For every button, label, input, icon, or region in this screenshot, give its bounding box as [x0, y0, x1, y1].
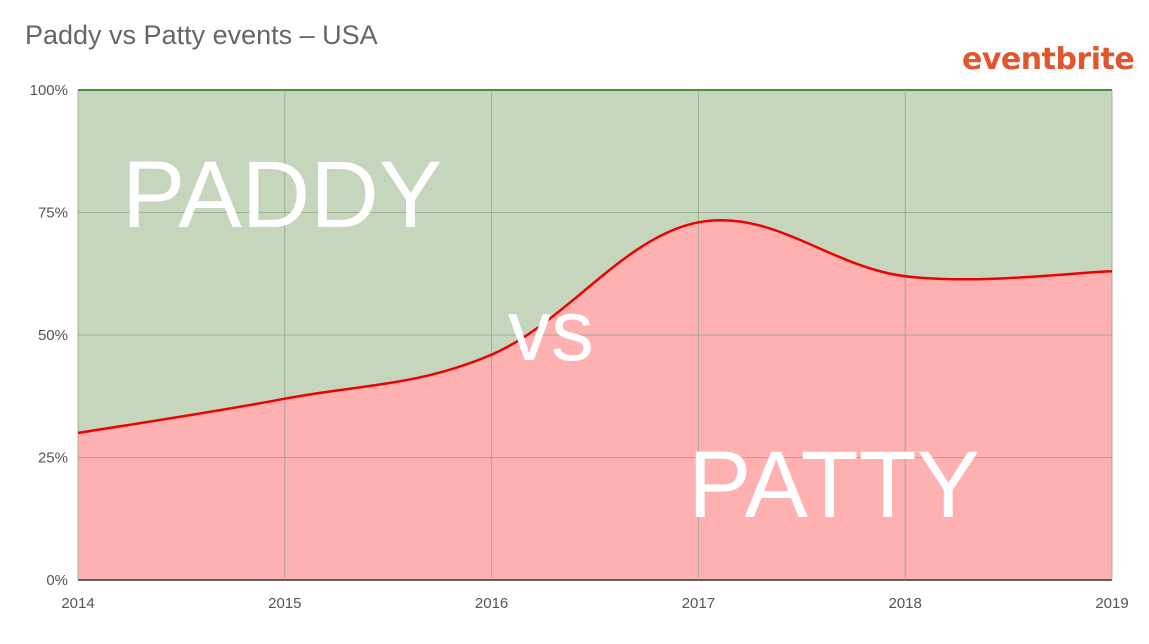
label-paddy: PADDY — [122, 142, 442, 248]
x-tick-label: 2015 — [268, 595, 301, 612]
chart-ticks: 0% 25% 50% 75% 100% 2014 2015 2016 2017 2018 2019 — [30, 82, 1129, 612]
x-tick-label: 2018 — [889, 595, 922, 612]
y-tick-label: 50% — [38, 327, 68, 344]
x-tick-label: 2019 — [1095, 595, 1128, 612]
y-tick-label: 100% — [30, 82, 68, 99]
chart-overlay: PADDY vs PATTY — [122, 142, 980, 538]
label-patty: PATTY — [688, 432, 980, 538]
chart-line — [77, 218, 1113, 435]
chart-title: Paddy vs Patty events – USA — [25, 20, 378, 50]
x-tick-label: 2016 — [475, 595, 508, 612]
label-vs: vs — [508, 283, 594, 379]
chart-grid — [77, 89, 1113, 581]
x-tick-label: 2017 — [682, 595, 715, 612]
y-tick-label: 0% — [46, 572, 68, 589]
series-line-patty — [77, 218, 1113, 435]
y-tick-label: 75% — [38, 205, 68, 222]
area-patty — [78, 220, 1112, 580]
y-tick-label: 25% — [38, 450, 68, 467]
eventbrite-logo: eventbrite — [962, 42, 1135, 77]
x-tick-label: 2014 — [61, 595, 94, 612]
